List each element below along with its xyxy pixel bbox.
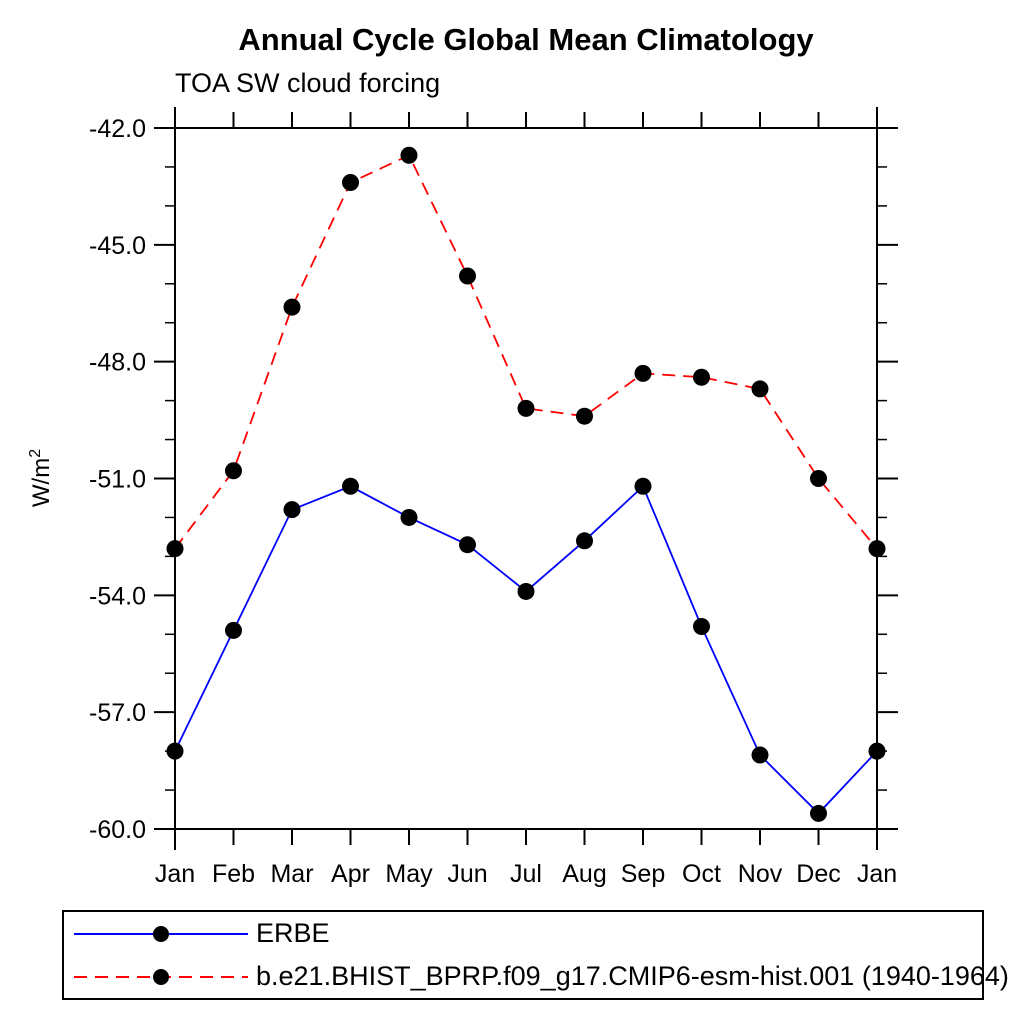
x-axis-tick-label: Feb bbox=[212, 860, 255, 888]
y-axis-tick-label: -42.0 bbox=[89, 115, 146, 143]
model-legend-marker bbox=[153, 968, 169, 985]
x-axis-tick-label: Sep bbox=[621, 860, 665, 888]
y-axis-tick-label: -57.0 bbox=[89, 699, 146, 727]
model-data-point-marker bbox=[400, 146, 418, 164]
model-data-point-marker bbox=[868, 540, 886, 558]
y-axis-tick-label: -51.0 bbox=[89, 466, 146, 494]
erbe-data-point-marker bbox=[517, 582, 535, 600]
erbe-legend-sample bbox=[74, 925, 248, 942]
x-axis-tick-label: Apr bbox=[331, 860, 370, 888]
erbe-data-point-marker bbox=[400, 508, 418, 526]
y-axis-tick-label: -45.0 bbox=[89, 232, 146, 260]
model-data-point-marker bbox=[225, 462, 242, 480]
erbe-data-point-marker bbox=[342, 477, 359, 495]
chart-title: Annual Cycle Global Mean Climatology bbox=[238, 22, 814, 57]
erbe-data-point-marker bbox=[751, 746, 769, 764]
legend: ERBE b.e21.BHIST_BPRP.f09_g17.CMIP6-esm-… bbox=[62, 910, 1009, 1000]
legend-label-model: b.e21.BHIST_BPRP.f09_g17.CMIP6-esm-hist.… bbox=[256, 961, 1009, 991]
y-axis-tick-label: -54.0 bbox=[89, 582, 146, 610]
model-series-line bbox=[174, 154, 878, 550]
erbe-data-point-marker bbox=[810, 804, 827, 822]
model-legend-sample bbox=[74, 968, 248, 985]
x-axis-tick-label: Oct bbox=[682, 860, 721, 888]
erbe-data-point-marker bbox=[283, 501, 301, 519]
model-data-point-marker bbox=[283, 298, 301, 316]
y-axis-tick-label: -48.0 bbox=[89, 349, 146, 377]
erbe-data-point-marker bbox=[459, 536, 476, 554]
model-data-point-marker bbox=[693, 368, 710, 386]
erbe-data-point-marker bbox=[225, 621, 242, 639]
erbe-series-line bbox=[174, 484, 878, 815]
model-data-point-marker bbox=[634, 364, 652, 382]
erbe-legend-marker bbox=[153, 925, 169, 942]
x-axis-tick-label: Jan bbox=[155, 860, 195, 888]
chart-subtitle: TOA SW cloud forcing bbox=[175, 68, 441, 98]
model-data-point-marker bbox=[576, 407, 593, 425]
model-data-point-marker bbox=[459, 267, 476, 285]
x-axis-tick-label: Mar bbox=[270, 860, 313, 888]
erbe-data-point-marker bbox=[868, 742, 886, 760]
x-axis-tick-label: Aug bbox=[562, 860, 606, 888]
model-data-point-marker bbox=[517, 399, 535, 417]
erbe-data-point-marker bbox=[693, 617, 710, 635]
plot-area: -42.0 -45.0 -48.0 -51.0 -54.0 -57.0 -60.0 Jan Fe… bbox=[89, 107, 898, 888]
x-axis-tick-label: Jul bbox=[510, 860, 542, 888]
legend-label-erbe: ERBE bbox=[256, 918, 330, 948]
legend-item-model: b.e21.BHIST_BPRP.f09_g17.CMIP6-esm-hist.… bbox=[70, 955, 1009, 998]
x-axis-tick-label: May bbox=[385, 860, 433, 888]
model-data-point-marker bbox=[751, 380, 769, 398]
legend-item-erbe: ERBE bbox=[70, 912, 982, 955]
erbe-data-point-marker bbox=[576, 532, 593, 550]
x-axis-tick-label: Jun bbox=[447, 860, 487, 888]
erbe-data-point-marker bbox=[634, 477, 652, 495]
x-axis-tick-label: Dec bbox=[796, 860, 840, 888]
model-data-point-marker bbox=[342, 174, 359, 192]
erbe-data-point-marker bbox=[166, 742, 184, 760]
model-data-point-marker bbox=[166, 540, 184, 558]
x-axis-tick-label: Nov bbox=[738, 860, 783, 888]
y-axis-tick-label: -60.0 bbox=[89, 816, 146, 844]
model-data-point-marker bbox=[810, 470, 827, 487]
x-axis-tick-label: Jan bbox=[857, 860, 897, 888]
